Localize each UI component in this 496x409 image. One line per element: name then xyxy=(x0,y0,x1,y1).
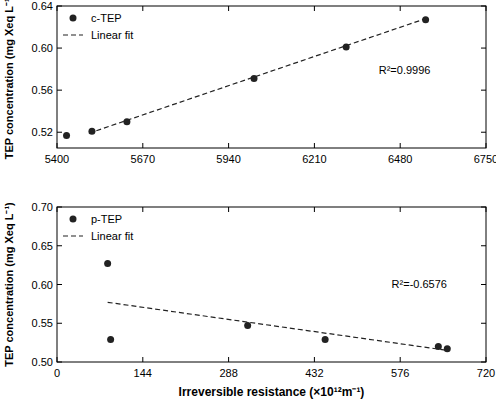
y-tick-label: 0.70 xyxy=(32,201,53,213)
x-tick xyxy=(400,207,401,212)
panel-0: 5400 5670 5940 6210 6480 6750 0.52 0.56 0.60 0.64… xyxy=(3,0,496,165)
plot-frame xyxy=(57,207,486,362)
point xyxy=(444,345,451,352)
point xyxy=(244,322,251,329)
y-tick-label: 0.55 xyxy=(32,317,53,329)
y-tick xyxy=(481,323,486,324)
point xyxy=(104,260,111,267)
legend-symbol xyxy=(63,235,83,236)
y-tick-label: 0.60 xyxy=(32,42,53,54)
y-axis-label: TEP concentration (mg Xeq L⁻¹) xyxy=(3,202,15,367)
panel-1: 0 144 288 432 576 720 0.50 0.55 0.60 0.65 0.70 TEP … xyxy=(3,201,495,399)
y-tick-label: 0.65 xyxy=(32,240,53,252)
x-tick-label: 6750 xyxy=(474,153,496,165)
point xyxy=(63,132,70,139)
fit-line xyxy=(89,19,426,134)
y-tick xyxy=(481,245,486,246)
x-tick xyxy=(228,143,229,148)
annotation: R²=0.9996 xyxy=(379,64,431,76)
x-tick xyxy=(400,143,401,148)
x-tick-label: 6480 xyxy=(388,153,412,165)
y-tick-label: 0.52 xyxy=(32,126,53,138)
point xyxy=(322,336,329,343)
y-tick xyxy=(57,245,62,246)
y-tick-label: 0.60 xyxy=(32,279,53,291)
y-tick xyxy=(57,90,62,91)
x-tick xyxy=(228,6,229,11)
y-tick xyxy=(57,323,62,324)
y-tick xyxy=(481,48,486,49)
x-tick-label: 5940 xyxy=(216,153,240,165)
x-tick-label: 144 xyxy=(134,367,152,379)
x-tick xyxy=(314,357,315,362)
chart: 5400 5670 5940 6210 6480 6750 0.52 0.56 0.60 0.64… xyxy=(0,0,496,409)
x-tick xyxy=(228,357,229,362)
plot-frame xyxy=(57,6,486,148)
legend-label: Linear fit xyxy=(91,29,133,41)
y-tick-label: 0.50 xyxy=(32,356,53,368)
x-tick xyxy=(142,357,143,362)
y-tick xyxy=(481,90,486,91)
y-tick xyxy=(57,48,62,49)
legend-label: c-TEP xyxy=(91,12,122,24)
fit-line xyxy=(108,302,448,350)
x-tick xyxy=(314,143,315,148)
x-tick xyxy=(142,207,143,212)
y-tick xyxy=(57,284,62,285)
x-axis-label: Irreversible resistance (×10¹²m⁻¹) xyxy=(179,385,365,399)
y-tick-label: 0.56 xyxy=(32,84,53,96)
x-tick xyxy=(314,6,315,11)
legend-symbol xyxy=(70,15,77,22)
marks xyxy=(63,16,429,139)
x-tick-label: 288 xyxy=(219,367,237,379)
x-tick-label: 0 xyxy=(54,367,60,379)
y-tick xyxy=(481,284,486,285)
point xyxy=(107,336,114,343)
y-tick xyxy=(57,132,62,133)
y-tick xyxy=(481,132,486,133)
x-tick xyxy=(228,207,229,212)
x-tick-label: 432 xyxy=(305,367,323,379)
annotation: R²=-0.6576 xyxy=(392,278,447,290)
x-tick-label: 6210 xyxy=(302,153,326,165)
legend-label: Linear fit xyxy=(91,230,133,242)
y-tick-label: 0.64 xyxy=(32,0,53,12)
x-tick-label: 5400 xyxy=(45,153,69,165)
legend-symbol xyxy=(63,34,83,35)
x-tick-label: 5670 xyxy=(131,153,155,165)
marks xyxy=(104,260,451,352)
x-tick-label: 576 xyxy=(391,367,409,379)
x-tick-label: 720 xyxy=(477,367,495,379)
y-axis-label: TEP concentration (mg Xeq L⁻¹) xyxy=(3,0,15,159)
x-tick xyxy=(400,6,401,11)
legend-label: p-TEP xyxy=(91,213,122,225)
x-tick xyxy=(142,6,143,11)
x-tick xyxy=(400,357,401,362)
x-tick xyxy=(314,207,315,212)
legend-symbol xyxy=(70,216,77,223)
x-tick xyxy=(142,143,143,148)
